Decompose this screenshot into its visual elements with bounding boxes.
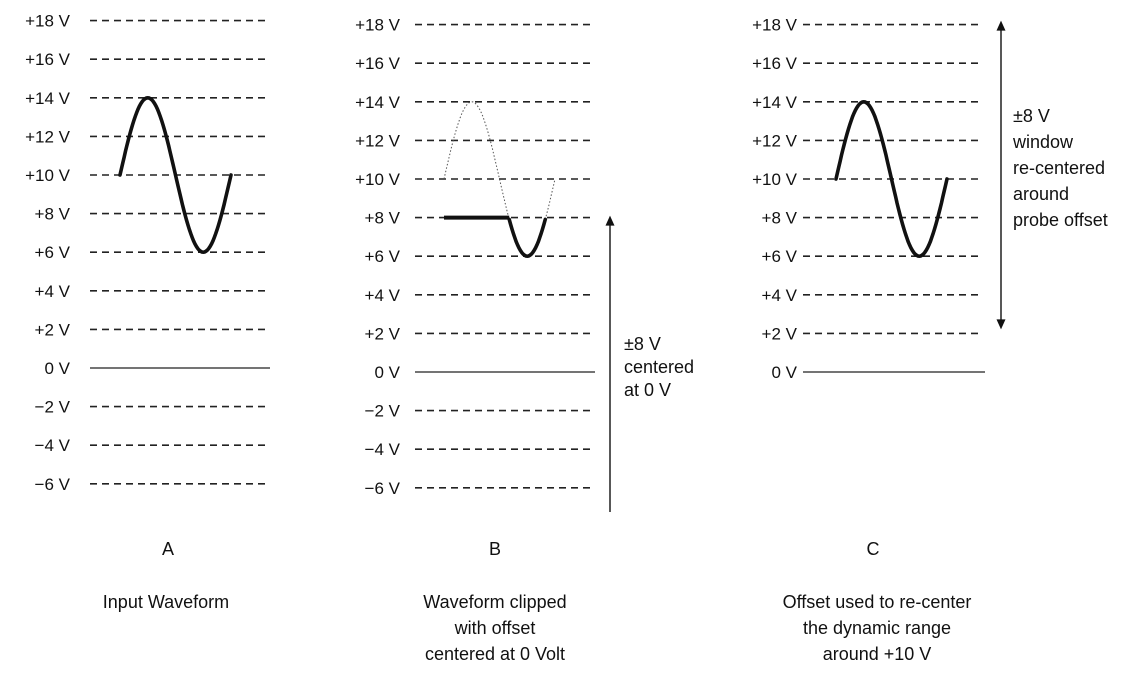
voltage-label: +6 V	[365, 247, 401, 266]
waveform	[118, 95, 233, 255]
range-note: centered	[624, 357, 694, 377]
voltage-label: 0 V	[771, 363, 797, 382]
arrow-head-bottom	[996, 319, 1006, 330]
voltage-label: −2 V	[365, 402, 401, 421]
panel-b: +18 V +16 V +14 V +12 V +10 V +8 V +6 V +4 V +2 …	[355, 16, 694, 664]
voltage-label: +8 V	[365, 209, 401, 228]
voltage-label: −4 V	[35, 436, 71, 455]
panel-caption: Waveform clipped	[423, 592, 566, 612]
voltage-label: +10 V	[355, 170, 401, 189]
panel-letter: A	[162, 539, 174, 559]
window-note: probe offset	[1013, 210, 1108, 230]
voltage-label: +14 V	[25, 89, 71, 108]
window-note: window	[1012, 132, 1074, 152]
arrow-head	[605, 215, 615, 226]
voltage-label: +2 V	[762, 324, 798, 343]
arrow-head-top	[996, 20, 1006, 31]
voltage-label: +8 V	[762, 209, 798, 228]
waveform	[834, 99, 949, 259]
window-note: around	[1013, 184, 1069, 204]
panel-caption: centered at 0 Volt	[425, 644, 565, 664]
range-note: at 0 V	[624, 380, 671, 400]
voltage-label: +14 V	[752, 93, 798, 112]
panel-caption: the dynamic range	[803, 618, 951, 638]
voltage-label: +14 V	[355, 93, 401, 112]
voltage-label: +2 V	[35, 320, 71, 339]
voltage-label: +10 V	[25, 166, 71, 185]
voltage-label: +18 V	[752, 16, 798, 35]
voltage-label: +16 V	[355, 54, 401, 73]
range-note: ±8 V	[624, 334, 661, 354]
window-note: re-centered	[1013, 158, 1105, 178]
voltage-label: +10 V	[752, 170, 798, 189]
panel-caption: Input Waveform	[103, 592, 229, 612]
voltage-label: +12 V	[355, 131, 401, 150]
voltage-label: 0 V	[44, 359, 70, 378]
voltage-label: +16 V	[25, 50, 71, 69]
voltage-label: +12 V	[752, 131, 798, 150]
voltage-label: 0 V	[374, 363, 400, 382]
voltage-label: +4 V	[762, 286, 798, 305]
panel-caption: around +10 V	[823, 644, 932, 664]
voltage-label: +6 V	[762, 247, 798, 266]
panel-a: +18 V +16 V +14 V +12 V +10 V +8 V +6 V +4 V +2 …	[25, 12, 270, 612]
voltage-label: +4 V	[35, 282, 71, 301]
voltage-label: +16 V	[752, 54, 798, 73]
voltage-label: +4 V	[365, 286, 401, 305]
panel-letter: B	[489, 539, 501, 559]
voltage-label: +12 V	[25, 127, 71, 146]
voltage-label: −2 V	[35, 398, 71, 417]
voltage-label: +2 V	[365, 324, 401, 343]
voltage-label: +18 V	[25, 12, 71, 31]
window-note: ±8 V	[1013, 106, 1050, 126]
voltage-label: +6 V	[35, 243, 71, 262]
panel-c: +18 V +16 V +14 V +12 V +10 V +8 V +6 V +4 V +2 …	[752, 16, 1108, 664]
voltage-label: +18 V	[355, 16, 401, 35]
voltage-label: −4 V	[365, 440, 401, 459]
voltage-label: −6 V	[365, 479, 401, 498]
panel-caption: Offset used to re-center	[783, 592, 972, 612]
voltage-label: +8 V	[35, 205, 71, 224]
waveform-visible	[507, 217, 548, 259]
panel-caption: with offset	[454, 618, 536, 638]
panel-letter: C	[867, 539, 880, 559]
voltage-label: −6 V	[35, 475, 71, 494]
